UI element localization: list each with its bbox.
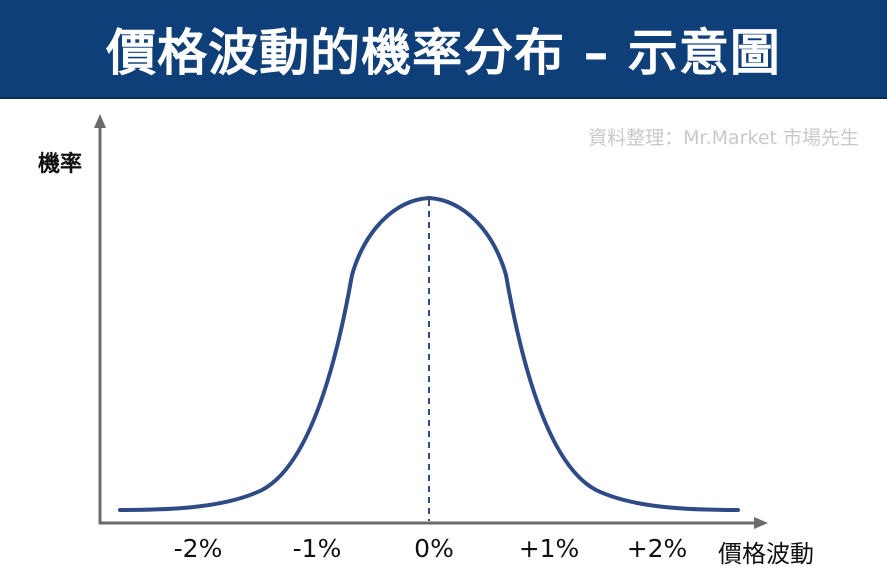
x-axis-label: 價格波動 <box>718 540 814 568</box>
x-tick-minus-2: -2% <box>173 534 223 563</box>
x-tick-plus-1: +1% <box>518 534 580 563</box>
x-tick-zero: 0% <box>414 534 454 563</box>
source-note: 資料整理：Mr.Market 市場先生 <box>588 127 859 149</box>
x-tick-minus-1: -1% <box>292 534 342 563</box>
x-axis-arrow <box>754 517 768 529</box>
title-bar: 價格波動的機率分布 – 示意圖 <box>0 0 887 99</box>
bell-curve <box>118 195 740 512</box>
x-tick-plus-2: +2% <box>626 534 688 563</box>
y-axis-label: 機率 <box>38 152 83 177</box>
page-title: 價格波動的機率分布 – 示意圖 <box>106 23 781 82</box>
y-axis-arrow <box>94 114 106 128</box>
